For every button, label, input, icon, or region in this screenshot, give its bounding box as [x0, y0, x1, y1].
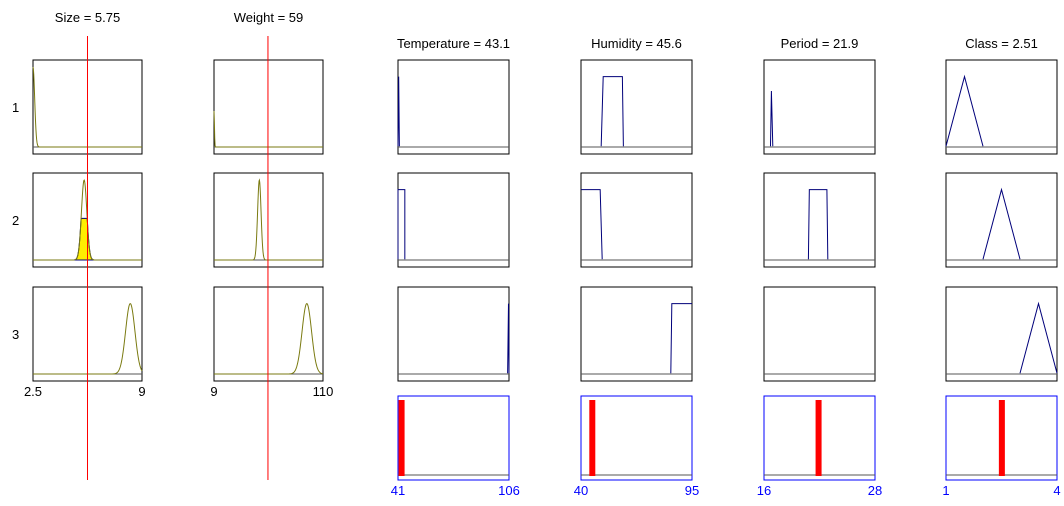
membership-curve: [670, 303, 692, 374]
membership-curve: [397, 189, 406, 260]
membership-curve: [600, 76, 624, 147]
input-2-rule-2-panel: [213, 172, 324, 268]
output-title-3: Period = 21.9: [781, 36, 859, 51]
input-2-tick-min: 9: [210, 384, 217, 399]
output-4-tick-min: 1: [942, 483, 949, 498]
output-1-aggregate-panel: [397, 395, 510, 481]
labels-layer: 1 2 3 Size = 5.75 2.5 9 Weight = 59 9 110 Tempera…: [12, 10, 1061, 498]
output-4-tick-max: 4: [1053, 483, 1060, 498]
membership-curve: [581, 189, 603, 260]
row-label-2: 2: [12, 213, 19, 228]
defuzzified-value-bar: [398, 400, 405, 476]
output-3-aggregate-panel: [763, 395, 876, 481]
panel-frame: [945, 172, 1058, 268]
output-3-rule-2-panel: [763, 172, 876, 268]
output-title-1: Temperature = 43.1: [397, 36, 510, 51]
panel-frame: [397, 286, 510, 382]
output-3-tick-max: 28: [868, 483, 882, 498]
panel-frame: [763, 59, 876, 155]
aggregate-frame: [397, 395, 510, 481]
output-4-rule-1-panel: [945, 59, 1058, 155]
input-1-tick-max: 9: [138, 384, 145, 399]
row-label-1: 1: [12, 100, 19, 115]
panel-frame: [397, 172, 510, 268]
panel-frame: [397, 59, 510, 155]
output-2-rule-2-panel: [580, 172, 693, 268]
panel-frame: [763, 172, 876, 268]
membership-curve: [213, 110, 323, 148]
membership-curve: [945, 74, 984, 147]
output-2-tick-max: 95: [685, 483, 699, 498]
input-title-1: Size = 5.75: [55, 10, 120, 25]
row-label-3: 3: [12, 327, 19, 342]
output-1-rule-2-panel: [397, 172, 510, 268]
panel-frame: [580, 59, 693, 155]
output-3-rule-3-panel: [763, 286, 876, 382]
membership-curve: [214, 178, 323, 261]
membership-curve: [214, 303, 324, 375]
output-2-tick-min: 40: [574, 483, 588, 498]
panel-frame: [580, 286, 693, 382]
output-title-2: Humidity = 45.6: [591, 36, 682, 51]
membership-curve: [982, 187, 1021, 260]
panel-frame: [580, 172, 693, 268]
output-4-rule-3-panel: [945, 286, 1058, 382]
membership-curve: [397, 76, 400, 147]
output-4-rule-2-panel: [945, 172, 1058, 268]
panel-frame: [763, 286, 876, 382]
panel-frame: [945, 286, 1058, 382]
input-title-2: Weight = 59: [234, 10, 304, 25]
output-2-aggregate-panel: [580, 395, 693, 481]
output-1-rule-3-panel: [397, 286, 510, 382]
output-title-4: Class = 2.51: [965, 36, 1038, 51]
output-1-tick-max: 106: [498, 483, 520, 498]
defuzzified-value-bar: [998, 400, 1005, 476]
panel-frame: [213, 286, 324, 382]
output-3-rule-1-panel: [763, 59, 876, 155]
panel-frame: [945, 59, 1058, 155]
aggregate-frame: [580, 395, 693, 481]
input-2-rule-3-panel: [213, 286, 324, 382]
output-3-tick-min: 16: [757, 483, 771, 498]
output-4-aggregate-panel: [945, 395, 1058, 481]
panel-frame: [213, 59, 324, 155]
defuzzified-value-bar: [815, 400, 822, 476]
output-1-tick-min: 41: [391, 483, 405, 498]
panel-frame: [213, 172, 324, 268]
membership-curve: [1019, 301, 1058, 374]
input-2-tick-max: 110: [313, 384, 334, 399]
output-2-rule-1-panel: [580, 59, 693, 155]
membership-curve: [769, 90, 774, 147]
membership-curve: [807, 189, 829, 260]
panels-layer: [32, 36, 1058, 481]
defuzzified-value-bar: [589, 400, 596, 476]
output-1-rule-1-panel: [397, 59, 510, 155]
output-2-rule-3-panel: [580, 286, 693, 382]
membership-curve: [507, 303, 510, 374]
input-2-rule-1-panel: [213, 59, 324, 155]
input-1-tick-min: 2.5: [24, 384, 42, 399]
